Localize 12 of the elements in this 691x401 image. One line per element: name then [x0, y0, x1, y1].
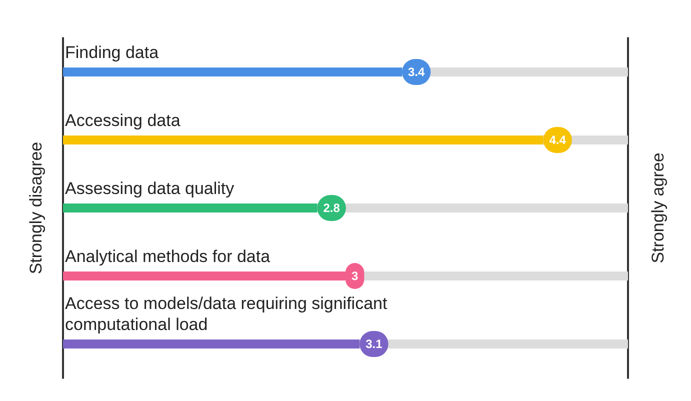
data-label: 3 — [352, 269, 358, 283]
y-tick-label: Access to models/data requiring significant computational load — [65, 294, 392, 334]
data-label: 3.1 — [366, 337, 383, 351]
y-tick-label: Finding data — [65, 43, 160, 62]
data-label: 3.4 — [408, 65, 426, 79]
data-label: 2.8 — [323, 201, 340, 215]
y-tick-label: Accessing data — [65, 111, 181, 130]
y-tick-label: Analytical methods for data — [65, 247, 271, 266]
text: Strongly agree — [648, 152, 668, 264]
y-tick-label: Assessing data quality — [65, 179, 235, 198]
data-label: 4.4 — [549, 133, 566, 147]
text: Strongly disagree — [26, 142, 46, 274]
